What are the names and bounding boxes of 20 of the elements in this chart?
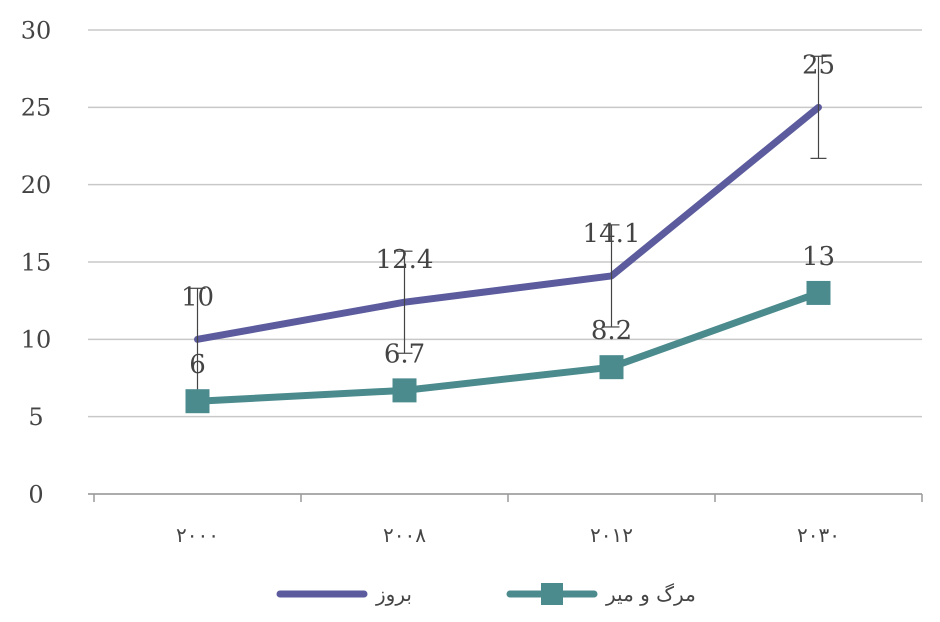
data-label: 13: [802, 242, 836, 272]
y-tick-label: 5: [28, 403, 44, 432]
data-label: 8.2: [590, 316, 632, 346]
point: [186, 389, 210, 414]
x-tick-label: ۲۰۳۰: [797, 523, 840, 547]
point: [600, 355, 624, 380]
y-tick-label: 30: [20, 16, 52, 44]
x-tick-label: ۲۰۱۲: [590, 523, 633, 547]
legend-label: بروز: [375, 582, 412, 606]
y-tick-label: 20: [20, 171, 52, 200]
data-label: 6.7: [384, 339, 426, 370]
y-tick-label: 10: [20, 326, 52, 354]
x-tick-label: ۲۰۰۰: [176, 523, 219, 547]
y-tick-label: 25: [20, 94, 52, 122]
y-tick-label: 0: [28, 480, 44, 508]
y-tick-label: 15: [20, 248, 52, 276]
point: [806, 280, 830, 305]
x-tick-label: ۲۰۰۸: [383, 523, 426, 547]
point: [392, 378, 416, 402]
legend-label: مرگ و میر: [605, 582, 696, 606]
